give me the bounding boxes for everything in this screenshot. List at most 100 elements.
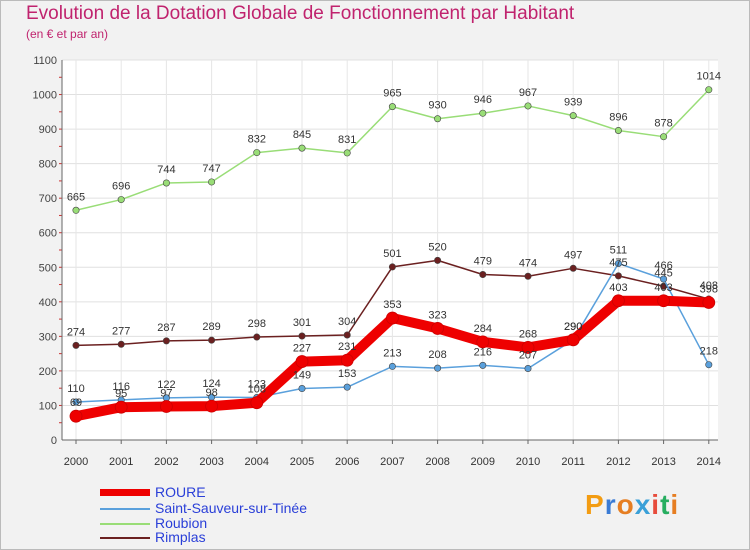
y-tick-label: 100 [39, 400, 57, 412]
data-label: 298 [248, 318, 266, 330]
data-label: 69 [70, 397, 82, 409]
data-label: 123 [248, 379, 266, 391]
data-label: 149 [293, 370, 311, 382]
data-point [117, 340, 125, 348]
data-label: 747 [202, 163, 220, 175]
data-point [159, 400, 173, 413]
data-point [298, 332, 306, 340]
y-tick-label: 900 [39, 124, 57, 136]
data-label: 290 [564, 321, 582, 333]
data-point [569, 264, 577, 272]
data-point [388, 263, 396, 271]
x-tick-label: 2007 [380, 456, 404, 468]
data-point [434, 364, 442, 372]
data-label: 896 [609, 111, 627, 123]
chart-title: Evolution de la Dotation Globale de Fonc… [26, 3, 575, 24]
data-point [614, 126, 622, 134]
legend-swatch-saint-sauveur [100, 508, 150, 510]
data-point [476, 335, 490, 349]
data-label: 475 [609, 257, 627, 269]
data-label: 939 [564, 97, 582, 109]
data-point [340, 353, 354, 367]
y-tick-label: 300 [39, 331, 57, 343]
x-tick-label: 2011 [561, 456, 585, 468]
legend-label-roubion: Roubion [155, 515, 208, 531]
data-point [117, 196, 125, 204]
data-point [705, 361, 713, 369]
y-tick-label: 1000 [33, 90, 57, 102]
data-label: 231 [338, 341, 356, 353]
x-tick-label: 2000 [64, 456, 88, 468]
legend-swatch-roubion [100, 523, 150, 525]
data-label: 744 [157, 164, 175, 176]
plot-area [62, 60, 718, 440]
y-tick-label: 400 [39, 297, 57, 309]
y-tick-label: 500 [39, 262, 57, 274]
x-tick-label: 2013 [651, 456, 675, 468]
x-tick-label: 2004 [245, 456, 269, 468]
logo-letter: r [604, 489, 617, 520]
data-point [72, 206, 80, 214]
data-label: 696 [112, 181, 130, 193]
data-point [434, 115, 442, 123]
data-label: 116 [112, 381, 130, 393]
data-point [343, 331, 351, 339]
data-point [298, 385, 306, 393]
data-label: 108 [248, 384, 266, 396]
data-label: 98 [205, 387, 217, 399]
data-point [295, 355, 309, 368]
x-tick-label: 2006 [335, 456, 359, 468]
data-label: 289 [202, 321, 220, 333]
data-point [72, 398, 80, 406]
data-point [343, 149, 351, 157]
data-label: 207 [519, 349, 537, 361]
proxiti-logo: Proxiti [585, 489, 679, 521]
data-point [614, 272, 622, 280]
data-label: 153 [338, 368, 356, 380]
logo-letter: x [634, 489, 652, 520]
y-tick-label: 700 [39, 193, 57, 205]
chart-subtitle: (en € et par an) [26, 27, 109, 41]
x-tick-label: 2002 [154, 456, 178, 468]
data-label: 208 [428, 349, 446, 361]
x-tick-label: 2005 [290, 456, 314, 468]
x-tick-label: 2001 [109, 456, 133, 468]
data-label: 946 [474, 94, 492, 106]
data-point [208, 336, 216, 344]
data-point [521, 341, 535, 354]
logo-letter: o [616, 489, 635, 520]
data-label: 216 [474, 346, 492, 358]
y-tick-label: 0 [51, 435, 57, 447]
data-label: 323 [428, 309, 446, 321]
data-point [208, 178, 216, 186]
data-point [479, 361, 487, 369]
data-label: 301 [293, 317, 311, 329]
data-point [569, 112, 577, 120]
data-label: 122 [157, 379, 175, 391]
data-label: 474 [519, 257, 537, 269]
data-label: 398 [700, 284, 718, 296]
data-point [69, 409, 83, 423]
data-point [388, 362, 396, 370]
legend-swatch-roure [100, 489, 150, 496]
y-tick-label: 1100 [33, 55, 57, 67]
data-point [162, 179, 170, 187]
data-label: 967 [519, 87, 537, 99]
data-point [253, 333, 261, 341]
data-point [298, 144, 306, 152]
data-label: 218 [700, 346, 718, 358]
data-label: 304 [338, 316, 356, 328]
data-label: 408 [700, 280, 718, 292]
data-point [479, 109, 487, 117]
data-label: 831 [338, 134, 356, 146]
logo-letter: P [585, 489, 605, 520]
y-tick-label: 800 [39, 159, 57, 171]
data-point [566, 333, 580, 347]
data-label: 277 [112, 325, 130, 337]
data-point [431, 322, 445, 335]
legend-label-saint-sauveur: Saint-Sauveur-sur-Tinée [155, 500, 307, 516]
data-point [434, 256, 442, 264]
data-label: 284 [474, 323, 492, 335]
legend-swatch-rimplas [100, 537, 150, 539]
